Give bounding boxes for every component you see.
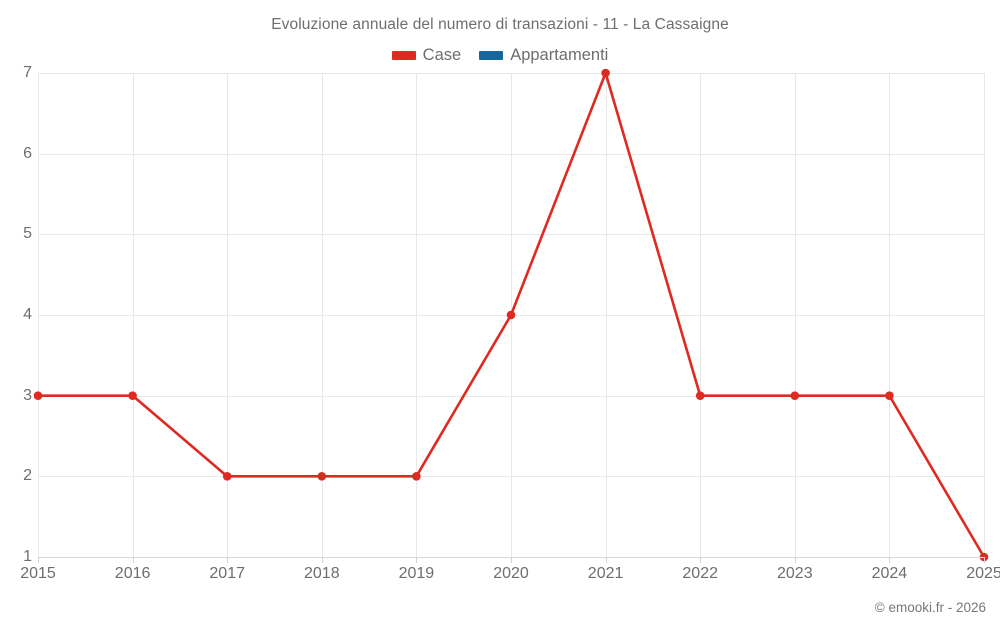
x-axis-tick-label: 2018 [304, 565, 340, 582]
x-axis-tick-mark [605, 557, 607, 563]
gridline-vertical [889, 73, 891, 557]
data-point-marker[interactable] [33, 391, 43, 400]
data-point-marker[interactable] [506, 310, 516, 320]
x-axis-tick-label: 2017 [209, 565, 245, 582]
legend-swatch-icon [479, 50, 504, 60]
data-point-marker[interactable] [317, 472, 327, 481]
data-point-marker[interactable] [222, 472, 232, 481]
gridline-vertical [321, 73, 323, 557]
x-axis-tick-mark [984, 557, 985, 563]
x-axis-tick-label: 2022 [682, 565, 718, 582]
legend-label: Appartamenti [510, 45, 609, 64]
x-axis-tick-mark [700, 557, 702, 563]
x-axis-tick-mark [132, 557, 134, 563]
x-axis-tick-mark [321, 557, 323, 563]
legend-label: Case [422, 45, 462, 64]
chart-title: Evoluzione annuale del numero di transaz… [271, 16, 729, 33]
series-layer [33, 68, 989, 562]
y-axis-tick-label: 5 [23, 225, 32, 243]
y-axis: 1 2 3 4 5 6 7 [0, 0, 32, 625]
gridline-vertical [794, 73, 796, 557]
gridline-vertical [700, 73, 702, 557]
x-axis-tick-label: 2015 [20, 565, 56, 582]
x-axis-tick-mark [38, 557, 39, 563]
data-point-marker[interactable] [601, 68, 610, 78]
data-point-marker[interactable] [412, 472, 421, 481]
x-axis-tick-label: 2019 [398, 565, 435, 582]
x-axis-tick-mark [794, 557, 796, 563]
gridline-vertical [132, 73, 134, 557]
x-axis-tick-mark [889, 557, 891, 563]
x-axis-tick-label: 2023 [777, 565, 813, 582]
data-point-marker[interactable] [695, 391, 705, 400]
data-point-marker[interactable] [790, 391, 800, 400]
plot-area [33, 68, 989, 562]
y-axis-tick-label: 3 [23, 386, 32, 404]
gridline-vertical [605, 73, 607, 557]
data-point-marker[interactable] [128, 391, 137, 400]
x-axis-tick-label: 2021 [587, 565, 624, 582]
x-axis-tick-label: 2020 [493, 565, 529, 582]
gridline-vertical [38, 73, 39, 557]
y-axis-tick-label: 7 [23, 64, 32, 81]
y-axis-tick-label: 4 [23, 306, 32, 323]
legend-item-case[interactable]: Case [391, 45, 462, 65]
footer-credit: © emooki.fr - 2026 [874, 600, 986, 615]
data-point-marker[interactable] [885, 391, 894, 400]
x-axis-tick-label: 2025 [966, 565, 1000, 582]
legend-swatch-icon [391, 50, 416, 60]
y-axis-tick-label: 2 [23, 467, 32, 485]
x-axis-tick-mark [227, 557, 229, 563]
x-axis-tick-mark [416, 557, 418, 563]
legend-item-appartamenti[interactable]: Appartamenti [479, 46, 608, 65]
gridline-vertical [984, 73, 985, 557]
chart-legend: Case Appartamenti [0, 44, 1000, 66]
y-axis-tick-label: 1 [23, 548, 32, 565]
y-axis-tick-label: 6 [23, 144, 32, 162]
gridline-vertical [227, 73, 229, 557]
gridline-vertical [416, 73, 418, 557]
x-axis-tick-label: 2016 [114, 565, 151, 582]
x-axis-tick-mark [511, 557, 512, 563]
x-axis-tick-label: 2024 [871, 565, 908, 582]
